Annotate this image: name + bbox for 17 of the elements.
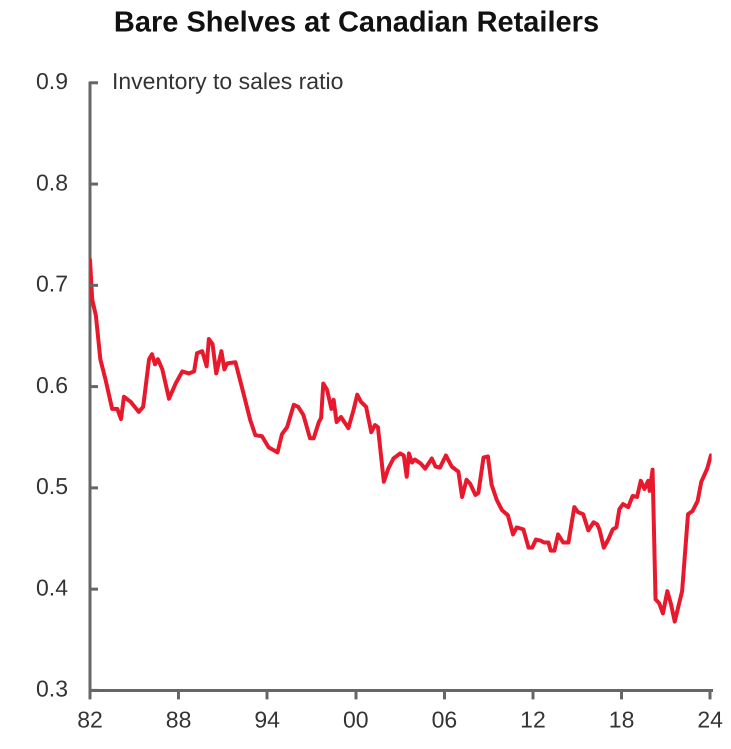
y-tick-label: 0.4	[36, 574, 68, 600]
y-tick-label: 0.7	[36, 270, 68, 297]
x-tick-label: 18	[608, 706, 634, 733]
y-tick-label: 0.9	[36, 68, 68, 94]
x-tick-label: 24	[697, 706, 724, 733]
x-tick-label: 00	[342, 706, 369, 733]
x-tick-label: 94	[254, 706, 280, 733]
x-tick-label: 88	[166, 706, 192, 733]
y-tick-label: 0.3	[36, 676, 68, 702]
chart-title: Bare Shelves at Canadian Retailers	[114, 6, 600, 38]
x-tick-label: 12	[520, 706, 546, 733]
x-tick-label: 82	[77, 706, 103, 733]
x-tick-label: 06	[432, 706, 458, 733]
y-axis-title: Inventory to sales ratio	[112, 68, 344, 94]
y-tick-label: 0.8	[36, 169, 68, 196]
y-tick-label: 0.5	[36, 473, 68, 500]
y-tick-label: 0.6	[36, 372, 68, 398]
